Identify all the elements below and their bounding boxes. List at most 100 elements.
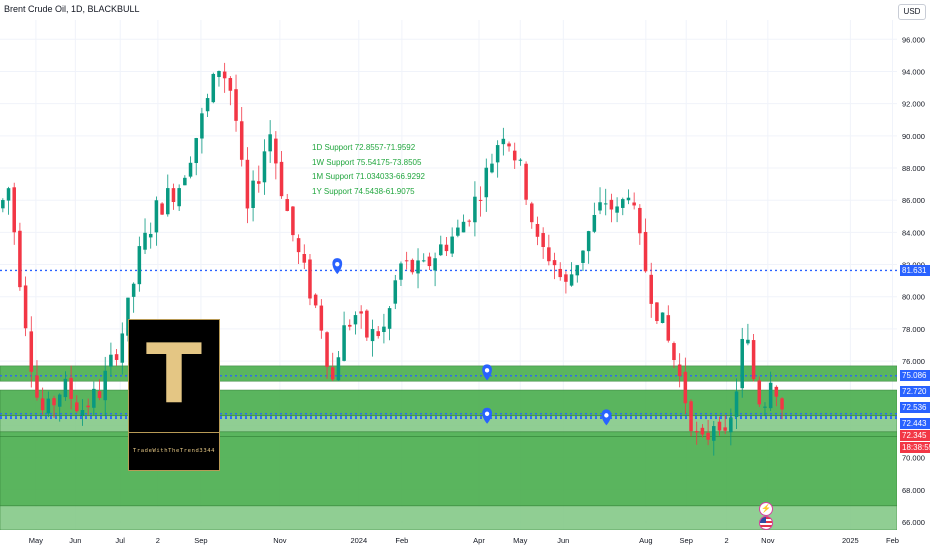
logo-divider — [129, 432, 219, 433]
candle-body — [404, 260, 409, 262]
candle-body — [188, 162, 193, 177]
candle-body — [137, 246, 142, 285]
candle-body — [103, 370, 107, 401]
zone-5 — [0, 505, 898, 531]
candle-body — [245, 159, 250, 209]
lightning-icon[interactable]: ⚡ — [759, 502, 773, 516]
candle-body — [97, 391, 102, 398]
event-marker-icon[interactable] — [482, 407, 492, 424]
x-tick-label: Apr — [473, 536, 485, 545]
currency-button[interactable]: USD — [898, 4, 926, 20]
candle-body — [638, 207, 642, 234]
time-axis[interactable]: May Jun Jul 2 Sep Nov 2024 Feb Apr May Jun Aug Sep 2 N… — [0, 530, 932, 550]
candlestick-series — [1, 62, 784, 456]
candle-body — [734, 391, 739, 417]
candle-body — [296, 238, 301, 253]
event-marker-icon[interactable] — [332, 258, 343, 275]
candle-body — [239, 121, 244, 160]
price-label: 72.345 — [900, 430, 930, 442]
x-tick-label: Nov — [761, 536, 775, 545]
event-markers[interactable] — [332, 258, 612, 426]
x-tick-label: 2 — [724, 536, 728, 545]
candle-body — [348, 324, 352, 327]
candle-body — [160, 203, 164, 215]
candle-body — [211, 73, 216, 103]
candle-body — [80, 410, 85, 416]
candle-body — [166, 188, 170, 215]
candle-body — [393, 280, 398, 304]
price-label: 72.536 — [900, 402, 930, 414]
candle-body — [575, 265, 580, 276]
candle-body — [450, 236, 454, 254]
marker-dot — [335, 261, 340, 267]
logo-caption: TradeWithTheTrend3344 — [132, 448, 216, 454]
candle-body — [200, 113, 204, 139]
y-tick-label: 94.000 — [902, 67, 925, 76]
time-axis-bg — [0, 530, 932, 550]
y-tick-label: 70.000 — [902, 454, 925, 463]
y-tick-label: 66.000 — [902, 518, 925, 527]
candle-body — [649, 274, 653, 304]
y-tick-label: 78.000 — [902, 325, 925, 334]
candle-body — [171, 188, 176, 203]
us-flag-icon[interactable] — [759, 516, 773, 530]
candle-body — [291, 206, 295, 236]
candle-body — [194, 138, 198, 164]
candle-body — [723, 427, 727, 431]
symbol-title: Brent Crude Oil, 1D, BLACKBULL — [4, 4, 140, 14]
candle-body — [6, 188, 11, 201]
brand-logo: T TradeWithTheTrend3344 — [128, 319, 220, 471]
price-label: 81.631 — [900, 264, 930, 276]
candle-body — [660, 312, 665, 324]
candle-body — [285, 199, 289, 211]
logo-letter: T — [146, 327, 202, 422]
x-tick-label: Jun — [69, 536, 81, 545]
candle-body — [410, 259, 415, 273]
candle-body — [530, 203, 534, 223]
candle-body — [23, 285, 28, 329]
candle-body — [456, 227, 460, 236]
candle-body — [484, 167, 489, 198]
x-tick-label: Jul — [115, 536, 125, 545]
candle-body — [205, 98, 210, 112]
candle-body — [535, 223, 540, 237]
candle-body — [439, 244, 443, 256]
x-tick-label: Feb — [395, 536, 408, 545]
y-tick-label: 96.000 — [902, 35, 925, 44]
candle-body — [729, 417, 733, 433]
candle-body — [666, 315, 671, 341]
annotation-1m: 1M Support 71.034033-66.9292 — [312, 172, 425, 181]
y-tick-label: 76.000 — [902, 357, 925, 366]
candle-body — [86, 405, 90, 408]
event-marker-icon[interactable] — [482, 364, 492, 381]
candle-body — [768, 382, 773, 409]
candle-body — [700, 427, 705, 435]
candle-body — [57, 394, 62, 407]
candle-body — [547, 247, 551, 262]
candle-body — [763, 406, 767, 408]
candle-body — [774, 386, 779, 397]
annotation-1y: 1Y Support 74.5438-61.9075 — [312, 187, 415, 196]
marker-dot — [484, 368, 490, 373]
candle-body — [399, 263, 403, 280]
price-label: 72.443 — [900, 418, 930, 430]
candle-body — [478, 199, 483, 201]
candle-body — [359, 311, 363, 314]
candle-body — [148, 233, 153, 238]
candle-body — [274, 138, 278, 164]
candle-body — [52, 398, 56, 406]
x-tick-label: 2 — [156, 536, 160, 545]
candle-body — [569, 274, 574, 286]
candle-body — [615, 206, 619, 213]
candle-body — [717, 421, 722, 431]
event-marker-icon[interactable] — [601, 409, 612, 426]
candle-body — [677, 364, 682, 377]
candle-body — [365, 310, 369, 338]
candle-body — [740, 338, 744, 389]
candle-body — [643, 231, 648, 272]
candle-body — [12, 187, 16, 233]
candle-body — [552, 260, 557, 266]
y-tick-label: 90.000 — [902, 132, 925, 141]
candle-body — [330, 367, 335, 380]
